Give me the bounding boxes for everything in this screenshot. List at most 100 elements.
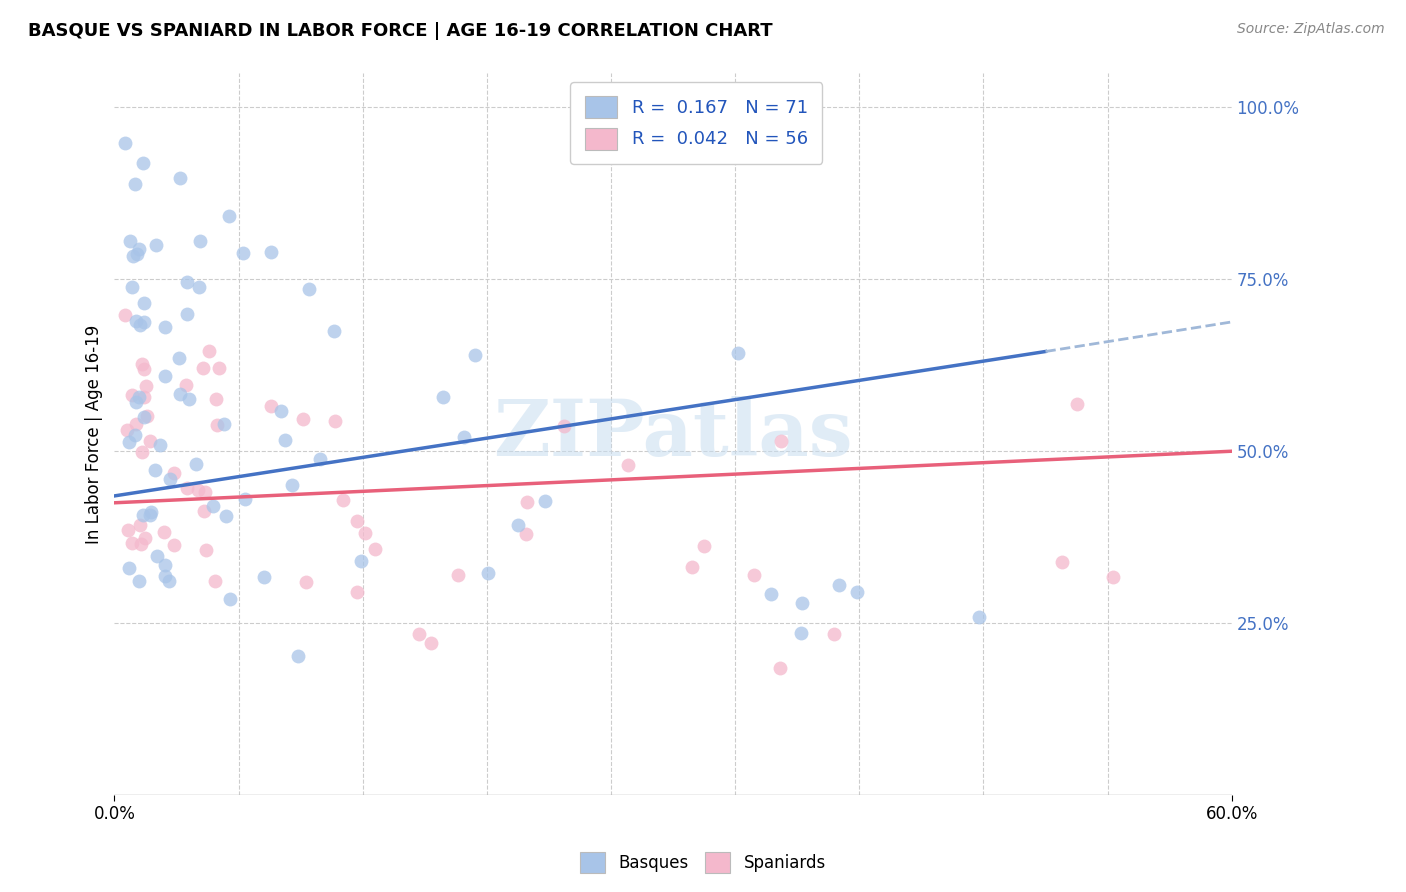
- Point: [202, 499, 225, 513]
- Point: [136, 409, 159, 424]
- Point: [187, 280, 209, 294]
- Point: [323, 414, 346, 428]
- Point: [298, 282, 321, 296]
- Point: [177, 392, 200, 406]
- Point: [194, 543, 217, 558]
- Point: [447, 568, 470, 582]
- Point: [118, 561, 141, 575]
- Point: [176, 275, 198, 289]
- Point: [125, 417, 148, 431]
- Point: [153, 524, 176, 539]
- Point: [770, 434, 793, 448]
- Point: [789, 626, 811, 640]
- Point: [218, 209, 240, 223]
- Legend: R =  0.167   N = 71, R =  0.042   N = 56: R = 0.167 N = 71, R = 0.042 N = 56: [571, 82, 823, 164]
- Point: [135, 379, 157, 393]
- Point: [128, 243, 150, 257]
- Point: [204, 392, 226, 406]
- Point: [131, 357, 153, 371]
- Text: Source: ZipAtlas.com: Source: ZipAtlas.com: [1237, 22, 1385, 37]
- Point: [790, 596, 813, 610]
- Point: [124, 428, 146, 442]
- Point: [143, 462, 166, 476]
- Point: [139, 505, 162, 519]
- Y-axis label: In Labor Force | Age 16-19: In Labor Force | Age 16-19: [86, 325, 103, 543]
- Point: [188, 234, 211, 248]
- Point: [270, 403, 292, 417]
- Point: [281, 478, 304, 492]
- Point: [308, 452, 330, 467]
- Point: [145, 237, 167, 252]
- Point: [515, 526, 537, 541]
- Point: [1066, 396, 1088, 410]
- Point: [1052, 556, 1074, 570]
- Point: [125, 394, 148, 409]
- Point: [692, 539, 714, 553]
- Point: [153, 558, 176, 572]
- Point: [260, 245, 283, 260]
- Point: [553, 418, 575, 433]
- Point: [128, 318, 150, 333]
- Point: [408, 627, 430, 641]
- Point: [769, 660, 792, 674]
- Point: [193, 504, 215, 518]
- Point: [287, 649, 309, 664]
- Point: [124, 177, 146, 191]
- Point: [761, 587, 783, 601]
- Point: [827, 578, 849, 592]
- Point: [146, 549, 169, 563]
- Point: [742, 568, 765, 582]
- Point: [274, 433, 297, 447]
- Point: [121, 280, 143, 294]
- Point: [823, 627, 845, 641]
- Point: [153, 320, 176, 334]
- Text: ZIPatlas: ZIPatlas: [494, 396, 853, 472]
- Point: [134, 409, 156, 424]
- Point: [163, 466, 186, 480]
- Point: [139, 508, 162, 523]
- Point: [346, 514, 368, 528]
- Point: [969, 609, 991, 624]
- Point: [253, 570, 276, 584]
- Point: [198, 343, 221, 358]
- Point: [845, 585, 868, 599]
- Point: [354, 526, 377, 541]
- Point: [129, 537, 152, 551]
- Legend: Basques, Spaniards: Basques, Spaniards: [574, 846, 832, 880]
- Point: [114, 308, 136, 322]
- Point: [477, 566, 499, 581]
- Point: [159, 472, 181, 486]
- Point: [194, 485, 217, 500]
- Point: [617, 458, 640, 473]
- Point: [157, 574, 180, 588]
- Point: [516, 494, 538, 508]
- Point: [215, 508, 238, 523]
- Point: [117, 523, 139, 537]
- Point: [121, 388, 143, 402]
- Point: [332, 493, 354, 508]
- Point: [128, 390, 150, 404]
- Point: [132, 315, 155, 329]
- Point: [132, 295, 155, 310]
- Point: [232, 245, 254, 260]
- Point: [127, 247, 149, 261]
- Point: [420, 635, 443, 649]
- Point: [169, 171, 191, 186]
- Point: [124, 314, 146, 328]
- Point: [204, 574, 226, 589]
- Point: [132, 362, 155, 376]
- Point: [208, 361, 231, 376]
- Point: [186, 457, 208, 471]
- Point: [176, 481, 198, 495]
- Point: [128, 574, 150, 588]
- Point: [727, 346, 749, 360]
- Point: [432, 390, 454, 404]
- Point: [120, 234, 142, 248]
- Point: [364, 542, 387, 557]
- Point: [346, 585, 368, 599]
- Point: [174, 378, 197, 392]
- Point: [260, 399, 283, 413]
- Point: [291, 412, 314, 426]
- Point: [122, 249, 145, 263]
- Point: [534, 494, 557, 508]
